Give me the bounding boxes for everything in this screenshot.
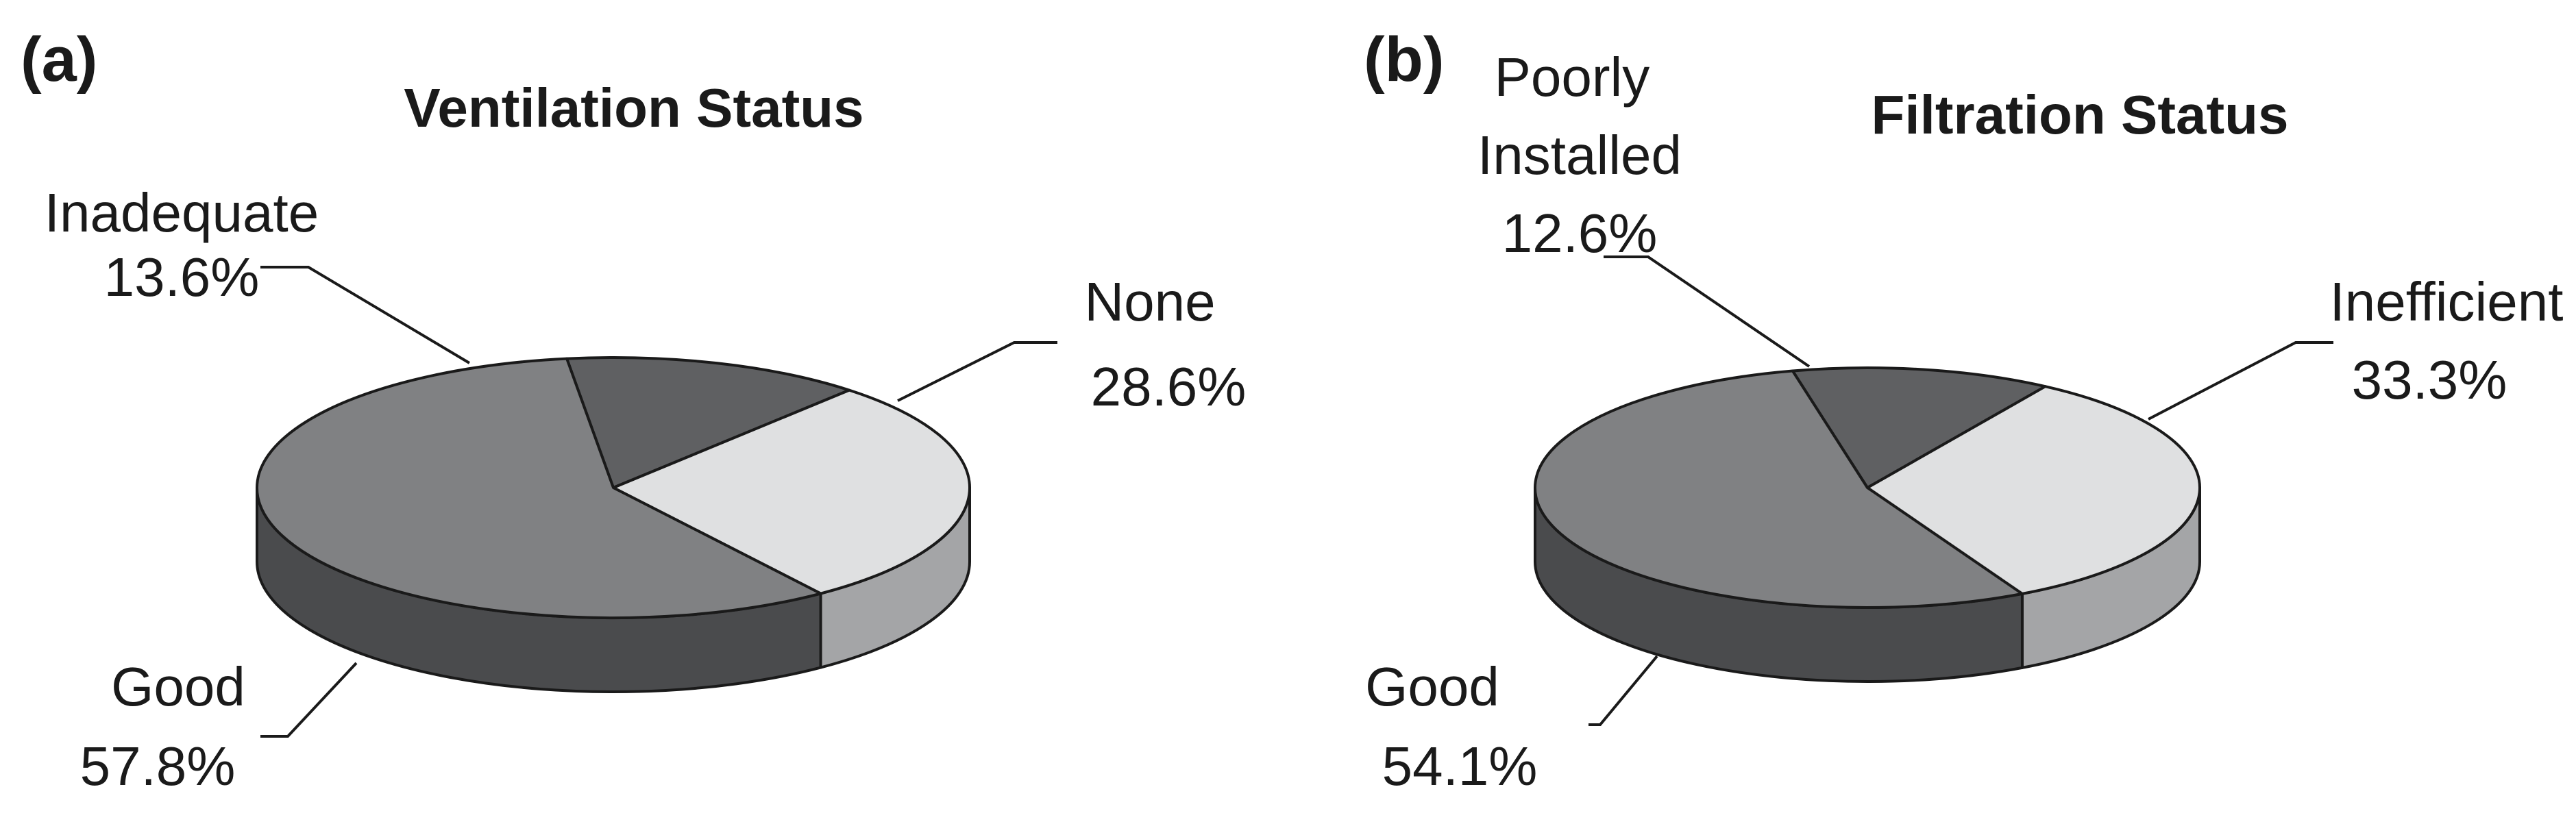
slice-annotation-inefficient: Inefficient 33.3% — [2148, 271, 2564, 421]
slice-annotation-good-b: Good 54.1% — [1365, 655, 1658, 797]
chart-panel-a: (a) Ventilation Status Inadequate 13.6% … — [21, 25, 1246, 797]
leader-line-good-a — [260, 662, 358, 738]
slice-value-inefficient: 33.3% — [2352, 349, 2507, 410]
slice-label-inadequate: Inadequate — [45, 182, 319, 243]
pie-slice-poorly-installed — [1791, 366, 2047, 489]
slice-annotation-inadequate: Inadequate 13.6% — [45, 182, 471, 364]
leader-line-inadequate — [260, 266, 471, 364]
pie-slice-none — [612, 388, 971, 595]
slice-label-poorly-line1: Poorly — [1495, 47, 1650, 108]
slice-annotation-poorly-installed: Poorly Installed 12.6% — [1477, 47, 1811, 368]
pie-b — [1534, 366, 2201, 684]
pie-a — [256, 356, 971, 694]
panel-label-a: (a) — [21, 25, 97, 95]
pie-slice-good — [1534, 369, 2024, 609]
slice-annotation-good-a: Good 57.8% — [80, 656, 358, 797]
slice-value-good-a: 57.8% — [80, 736, 236, 797]
slice-label-good-a: Good — [111, 656, 245, 717]
slice-annotation-none: None 28.6% — [897, 271, 1247, 417]
leader-line-good-b — [1588, 655, 1658, 726]
chart-panel-b: (b) Filtration Status Poorly Installed 1… — [1364, 25, 2563, 797]
pie-slice-inefficient — [1866, 385, 2201, 595]
slice-label-inefficient: Inefficient — [2330, 271, 2564, 332]
slice-value-good-b: 54.1% — [1382, 736, 1538, 797]
slice-label-poorly-line2: Installed — [1477, 125, 1682, 186]
panel-label-b: (b) — [1364, 25, 1444, 95]
chart-title-a: Ventilation Status — [404, 77, 863, 138]
pie-slice-good — [256, 357, 822, 619]
pie-slice-inadequate — [565, 356, 851, 489]
slice-value-poorly: 12.6% — [1502, 203, 1658, 264]
slice-value-none: 28.6% — [1091, 356, 1247, 417]
chart-title-b: Filtration Status — [1872, 84, 2289, 145]
leader-line-poorly — [1604, 255, 1811, 368]
leader-line-inefficient — [2148, 341, 2333, 421]
leader-line-none — [897, 341, 1057, 402]
slice-value-inadequate: 13.6% — [104, 247, 260, 308]
slice-label-poorly: Poorly Installed — [1477, 47, 1682, 186]
slice-label-good-b: Good — [1365, 656, 1499, 717]
slice-label-none: None — [1084, 271, 1215, 332]
